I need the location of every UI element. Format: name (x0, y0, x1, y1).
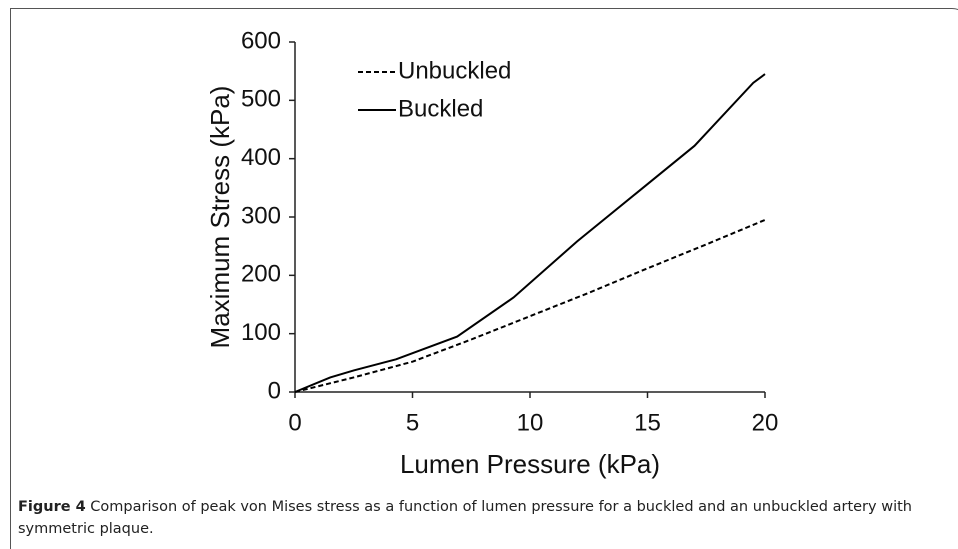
y-axis-label: Maximum Stress (kPa) (205, 86, 235, 349)
series-line (294, 73, 766, 393)
y-tick-label: 200 (241, 261, 281, 288)
y-tick-label: 600 (241, 27, 281, 54)
x-tick-label: 10 (517, 409, 544, 436)
frame (10, 8, 958, 549)
x-tick-label: 15 (634, 409, 661, 436)
x-tick-label: 0 (288, 409, 301, 436)
caption: Figure 4 Comparison of peak von Mises st… (18, 496, 948, 540)
caption-label: Figure 4 (18, 499, 86, 515)
chart: Lumen Pressure (kPa) Maximum Stress (kPa… (205, 27, 779, 479)
legend-label: Unbuckled (398, 57, 511, 84)
y-tick-label: 100 (241, 319, 281, 346)
x-tick-label: 5 (406, 409, 419, 436)
legend-label: Buckled (398, 95, 483, 122)
y-tick-label: 500 (241, 86, 281, 113)
x-tick-label: 20 (752, 409, 779, 436)
y-tick-label: 300 (241, 202, 281, 229)
x-axis-label: Lumen Pressure (kPa) (400, 449, 660, 479)
y-tick-label: 0 (268, 377, 281, 404)
series-line (294, 218, 766, 393)
caption-text: Comparison of peak von Mises stress as a… (18, 499, 912, 537)
y-tick-label: 400 (241, 144, 281, 171)
